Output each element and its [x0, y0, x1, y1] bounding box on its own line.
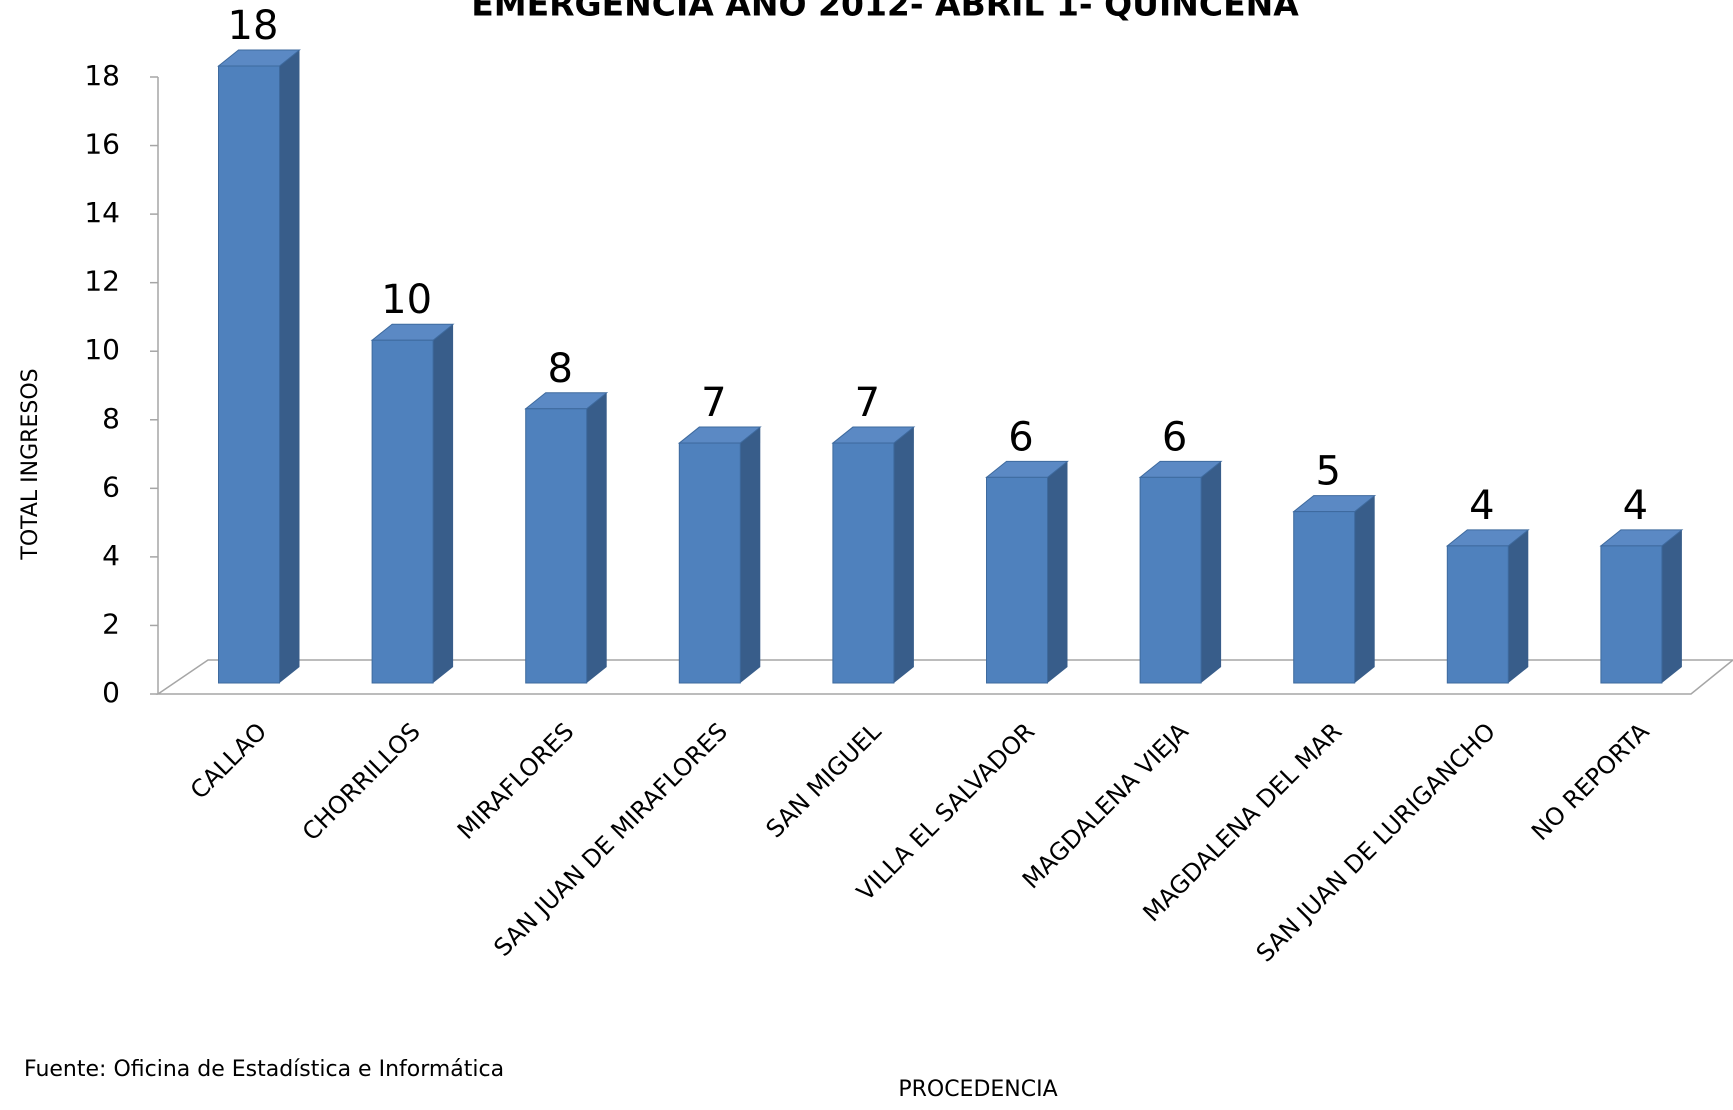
x-tick-label: MIRAFLORES — [452, 717, 579, 844]
bar-face — [1354, 495, 1375, 683]
y-tick-label: 2 — [102, 607, 120, 640]
bar-face — [218, 65, 280, 684]
value-label: 10 — [381, 277, 432, 323]
value-label: 8 — [547, 346, 572, 392]
bar — [1445, 529, 1530, 684]
bar-face — [1201, 461, 1222, 683]
bar-face — [1446, 545, 1509, 684]
x-axis-label: PROCEDENCIA — [898, 1077, 1057, 1102]
value-label: 6 — [1162, 414, 1187, 460]
y-tick-label: 0 — [102, 676, 120, 709]
bar-face — [279, 50, 300, 683]
value-label: 4 — [1469, 483, 1494, 529]
bar-face — [586, 392, 607, 683]
y-tick-label: 12 — [84, 265, 120, 298]
y-tick-label: 8 — [102, 402, 120, 435]
bar-face — [1508, 529, 1529, 683]
bar-face — [740, 427, 761, 683]
bar — [677, 426, 762, 684]
bar — [217, 49, 301, 684]
x-tick-label: SAN JUAN DE LURIGANCHO — [1251, 717, 1501, 967]
x-tick-label: VILLA EL SALVADOR — [851, 717, 1040, 906]
bar-face — [893, 427, 914, 683]
value-label: 18 — [228, 3, 279, 49]
value-label: 7 — [855, 380, 880, 426]
bar-face — [433, 324, 454, 683]
value-label: 6 — [1008, 414, 1033, 460]
bar — [1138, 460, 1223, 684]
x-tick-label: CHORRILLOS — [297, 717, 426, 846]
bar-face — [1047, 461, 1068, 683]
bar-face — [986, 476, 1048, 684]
bar — [1292, 495, 1377, 684]
bar — [1599, 529, 1684, 684]
bar-face — [371, 339, 434, 684]
floor — [155, 659, 1733, 695]
bar — [370, 323, 455, 684]
bar-face — [678, 442, 741, 684]
bar-face — [832, 442, 895, 684]
bar — [831, 426, 916, 684]
bar-face — [1600, 545, 1663, 684]
bar-face — [1139, 476, 1202, 684]
y-tick-label: 4 — [102, 539, 120, 572]
y-tick-label: 16 — [84, 128, 120, 161]
y-axis-label: TOTAL INGRESOS — [18, 368, 43, 560]
chart-title: EMERGENCIA AÑO 2012- ABRIL 1- QUINCENA — [471, 0, 1299, 24]
y-tick-label: 14 — [84, 196, 120, 229]
source-note: Fuente: Oficina de Estadística e Informá… — [24, 1057, 504, 1082]
value-label: 5 — [1315, 449, 1340, 495]
value-label: 4 — [1623, 483, 1648, 529]
x-tick-label: NO REPORTA — [1526, 717, 1655, 846]
x-tick-label: CALLAO — [185, 717, 272, 804]
bar-face — [1661, 529, 1682, 683]
y-tick-label: 10 — [84, 333, 120, 366]
value-label: 7 — [701, 380, 726, 426]
y-tick-label: 18 — [84, 59, 120, 92]
bar-face — [525, 408, 588, 684]
x-tick-label: MAGDALENA VIEJA — [1017, 717, 1194, 894]
x-tick-label: SAN MIGUEL — [761, 717, 887, 843]
bar — [985, 460, 1069, 684]
bar-face — [1293, 511, 1356, 684]
bar — [524, 392, 609, 684]
y-tick-label: 6 — [102, 470, 120, 503]
